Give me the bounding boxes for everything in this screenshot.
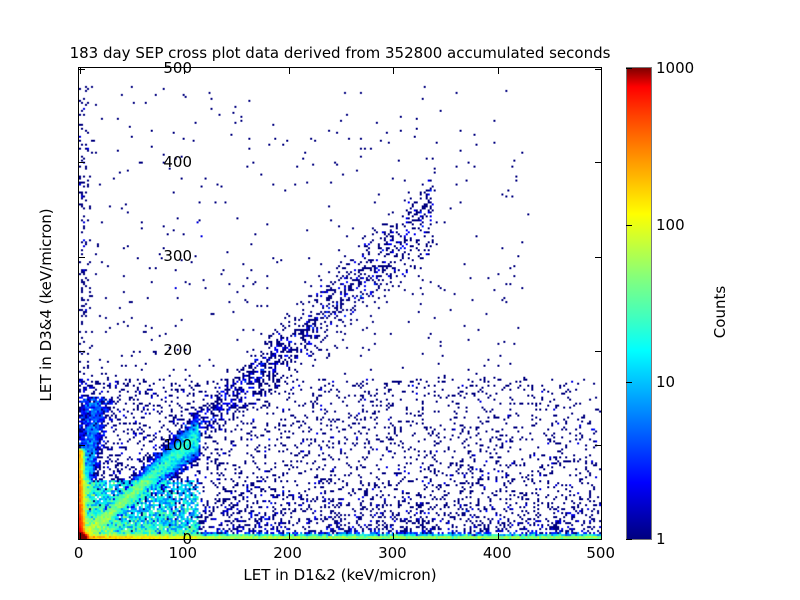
y-tick-400 [79,162,85,164]
colorbar-label-1000: 1000 [656,58,695,77]
colorbar-tick-100 [626,225,632,226]
colorbar-tick-10 [626,382,632,384]
y-axis-title: LET in D3&4 (keV/micron) [37,208,55,402]
x-tick-200 [288,533,290,539]
y-tick-right-100 [595,445,601,447]
colorbar-tick-1 [626,539,632,540]
y-tick-100 [79,445,85,447]
y-tick-right-500 [595,68,601,70]
y-tick-label-400: 400 [163,152,192,171]
plot-area [78,67,602,540]
x-tick-top-100 [183,68,185,74]
x-tick-400 [498,533,500,539]
x-tick-top-400 [498,68,500,74]
y-tick-200 [79,351,85,352]
colorbar-label-1: 1 [656,530,666,548]
colorbar-label-100: 100 [656,216,685,234]
x-tick-label-0: 0 [73,544,84,562]
x-tick-top-300 [393,68,395,74]
title-line-1: 183 day SEP cross plot data derived from… [69,44,611,62]
x-tick-300 [393,533,395,539]
scatter-plot-canvas [79,68,601,539]
y-tick-label-100: 100 [163,435,192,454]
colorbar-title: Counts [711,285,729,339]
x-tick-top-200 [288,68,290,74]
colorbar-label-10: 10 [656,373,676,392]
y-tick-label-200: 200 [163,341,192,360]
y-tick-right-300 [595,256,601,258]
x-tick-100 [183,533,185,539]
y-tick-label-0: 0 [182,530,192,548]
x-tick-label-400: 400 [482,544,512,562]
y-tick-label-300: 300 [163,246,192,265]
y-tick-300 [79,256,85,258]
x-tick-label-300: 300 [378,544,407,562]
y-tick-right-400 [595,162,601,164]
x-tick-label-100: 100 [168,544,198,562]
colorbar [626,67,652,540]
y-tick-500 [79,68,85,70]
x-tick-0 [79,533,81,539]
colorbar-tick-1000 [626,67,632,69]
x-tick-top-0 [79,68,81,74]
x-axis-title: LET in D1&2 (keV/micron) [243,566,437,584]
x-tick-label-200: 200 [273,544,302,562]
y-tick-label-500: 500 [163,58,192,77]
x-tick-label-500: 500 [586,544,615,562]
y-tick-right-200 [595,351,601,352]
